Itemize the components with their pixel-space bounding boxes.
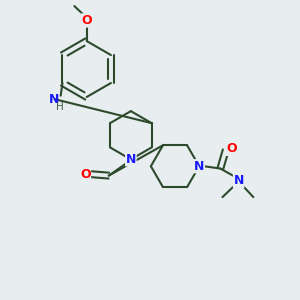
Text: O: O <box>81 14 92 27</box>
Text: H: H <box>56 102 63 112</box>
Text: N: N <box>194 160 204 173</box>
Text: O: O <box>80 168 91 181</box>
Text: N: N <box>233 174 244 188</box>
Text: O: O <box>226 142 237 155</box>
Text: N: N <box>126 153 136 166</box>
Text: N: N <box>48 93 59 106</box>
